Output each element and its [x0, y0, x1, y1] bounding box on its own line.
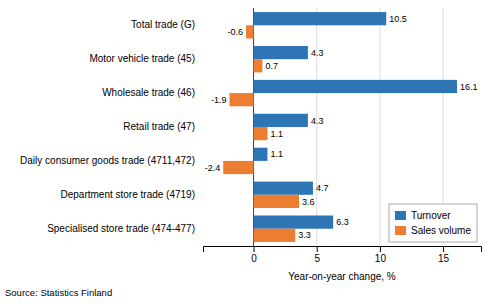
- bar: [254, 46, 308, 59]
- x-tick-mark: [380, 246, 381, 252]
- data-label: -1.9: [211, 95, 227, 105]
- legend-label: Turnover: [411, 210, 451, 221]
- x-tick-mark: [317, 246, 318, 252]
- legend-item: Turnover: [395, 210, 451, 221]
- x-tick: 15: [438, 246, 450, 264]
- chart: 10.5 4.3 16.1 4.3 1.1 4.7 6.3 -0.6 0.7 -1.9 1.1 -2.…: [0, 0, 493, 304]
- y-tick-label: Department store trade (4719): [60, 189, 195, 200]
- data-label: -2.4: [205, 163, 221, 173]
- y-tick-label: Specialised store trade (474-477): [47, 223, 195, 234]
- y-axis: Total trade (G) Motor vehicle trade (45) W…: [20, 19, 195, 233]
- data-label: 0.7: [265, 61, 278, 71]
- y-tick-label: Total trade (G): [131, 19, 195, 30]
- y-tick: Wholesale trade (46): [102, 87, 195, 98]
- legend-box: [389, 204, 477, 242]
- annotation: Source: Statistics Finland: [5, 287, 112, 298]
- y-tick: Department store trade (4719): [60, 189, 195, 200]
- data-label: 3.3: [298, 230, 311, 240]
- y-tick-label: Retail trade (47): [123, 121, 195, 132]
- x-tick: 0: [251, 246, 257, 264]
- y-tick: Specialised store trade (474-477): [47, 223, 195, 234]
- data-label: 1.1: [270, 129, 283, 139]
- bar: [254, 12, 387, 25]
- x-tick: 10: [375, 246, 387, 264]
- bar: [254, 215, 334, 228]
- x-tick-label: 10: [375, 253, 387, 264]
- data-label: 10.5: [389, 14, 407, 24]
- legend-item: Sales volume: [395, 225, 471, 236]
- data-label: 6.3: [336, 217, 349, 227]
- plot: 10.5 4.3 16.1 4.3 1.1 4.7 6.3 -0.6 0.7 -1.9 1.1 -2.…: [20, 8, 481, 264]
- bar: [254, 59, 263, 72]
- x-tick-label: 5: [314, 253, 320, 264]
- data-label: 3.6: [302, 197, 315, 207]
- y-tick-label: Motor vehicle trade (45): [89, 53, 195, 64]
- bar: [254, 229, 296, 242]
- bar: [223, 161, 253, 174]
- y-tick: Retail trade (47): [123, 121, 195, 132]
- bar: [246, 25, 254, 38]
- grid-line: [316, 8, 317, 246]
- data-label: -0.6: [227, 27, 243, 37]
- y-tick: Daily consumer goods trade (4711,472): [20, 155, 195, 166]
- bar-series: [254, 12, 457, 229]
- x-tick-label: 15: [438, 253, 450, 264]
- bar: [254, 148, 268, 161]
- x-tick-mark: [443, 246, 444, 252]
- y-tick-label: Wholesale trade (46): [102, 87, 195, 98]
- x-tick-mark: [254, 246, 255, 252]
- data-label: 16.1: [460, 82, 478, 92]
- data-label: 1.1: [270, 149, 283, 159]
- y-tick: Motor vehicle trade (45): [89, 53, 195, 64]
- bar: [254, 127, 268, 140]
- grid-line: [379, 8, 380, 246]
- y-tick: Total trade (G): [131, 19, 195, 30]
- bar: [254, 80, 457, 93]
- x-axis-line: [204, 247, 482, 253]
- x-tick-label: 0: [251, 253, 257, 264]
- bar: [254, 195, 299, 208]
- legend-swatch: [395, 226, 406, 235]
- legend-label: Sales volume: [411, 225, 471, 236]
- bar: [230, 93, 254, 106]
- bar-series: [223, 25, 299, 242]
- data-label: 4.7: [316, 183, 329, 193]
- x-axis: 0 5 10 15: [204, 246, 482, 264]
- bar: [254, 182, 313, 195]
- legend-swatch: [395, 211, 406, 220]
- data-label: 4.3: [311, 48, 324, 58]
- bar: [254, 114, 308, 127]
- y-tick-label: Daily consumer goods trade (4711,472): [20, 155, 195, 166]
- x-tick: 5: [314, 246, 320, 264]
- legend: Turnover Sales volume: [389, 204, 477, 242]
- data-label: 4.3: [311, 116, 324, 126]
- x-axis-title: Year-on-year change, %: [288, 271, 396, 282]
